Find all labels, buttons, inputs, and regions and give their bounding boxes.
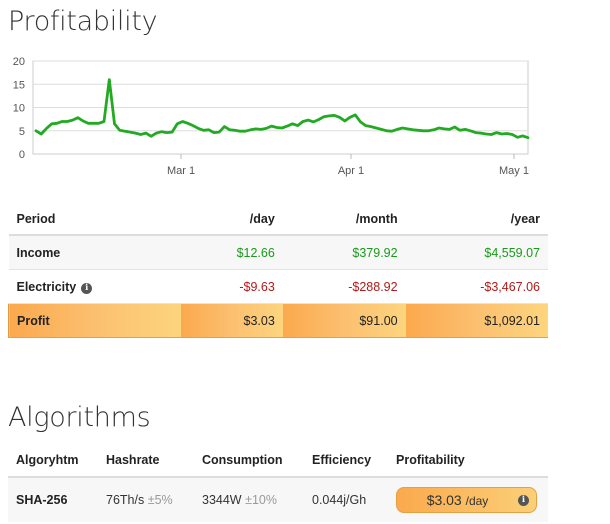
col-algorithm: Algoryhtm [8,444,98,478]
profit-label: Profit [7,303,181,338]
electricity-row: Electricity i -$9.63 -$288.92 -$3,467.06 [8,269,548,304]
col-period: Period [8,204,181,236]
pill-unit: /day [465,494,489,508]
x-tick-label: Mar 1 [167,165,195,177]
consumption-tolerance: ±10% [245,493,277,507]
profitability-cell: $3.03 /day i [388,477,548,522]
y-tick-label: 15 [13,79,25,91]
y-tick-label: 20 [13,56,25,68]
profitability-chart: 20 15 10 5 0 Mar 1 Apr 1 May 1 [13,56,530,177]
col-year: /year [405,204,548,236]
algorithms-table: Algoryhtm Hashrate Consumption Efficienc… [8,444,548,522]
profit-series-line [34,78,530,140]
col-month: /month [282,204,406,236]
info-icon[interactable]: i [518,494,529,506]
electricity-year: -$3,467.06 [405,269,548,304]
profit-year: $1,092.01 [405,303,548,338]
income-label: Income [8,235,181,270]
profit-month: $91.00 [282,303,406,338]
y-tick-label: 0 [19,149,25,161]
efficiency-value: 0.044j/Gh [304,477,388,522]
pill-text: $3.03 /day [397,492,518,508]
electricity-month: -$288.92 [282,269,406,304]
profitability-table: Period /day /month /year Income $12.66 $… [7,204,548,338]
electricity-label: Electricity [16,279,77,294]
col-hashrate: Hashrate [98,444,194,478]
algorithms-title: Algorithms [8,402,151,433]
electricity-cell: Electricity i [8,269,181,304]
profitability-title: Profitability [8,6,158,37]
electricity-day: -$9.63 [180,269,283,304]
hashrate-tolerance: ±5% [147,493,173,507]
col-consumption: Consumption [194,444,304,478]
consumption-value: 3344W [202,493,242,507]
x-tick-label: May 1 [499,165,529,177]
col-profitability: Profitability [388,444,548,478]
income-year: $4,559.07 [405,235,548,270]
income-row: Income $12.66 $379.92 $4,559.07 [8,235,548,270]
profit-row: Profit $3.03 $91.00 $1,092.01 [7,303,548,338]
y-tick-label: 5 [19,126,25,138]
hashrate-value: 76Th/s [106,493,145,507]
income-month: $379.92 [282,235,406,270]
info-icon[interactable]: i [81,282,93,294]
col-day: /day [180,204,283,236]
profit-day: $3.03 [180,303,283,338]
y-tick-label: 10 [13,103,25,115]
pill-value: $3.03 [426,492,462,508]
consumption-cell: 3344W ±10% [194,477,304,522]
profitability-pill[interactable]: $3.03 /day i [396,487,537,513]
hashrate-cell: 76Th/s ±5% [98,477,194,522]
algorithm-row: SHA-256 76Th/s ±5% 3344W ±10% 0.044j/Gh … [8,477,548,522]
x-tick-label: Apr 1 [338,165,364,177]
col-efficiency: Efficiency [304,444,388,478]
income-day: $12.66 [180,235,283,270]
algorithm-name: SHA-256 [8,477,98,522]
